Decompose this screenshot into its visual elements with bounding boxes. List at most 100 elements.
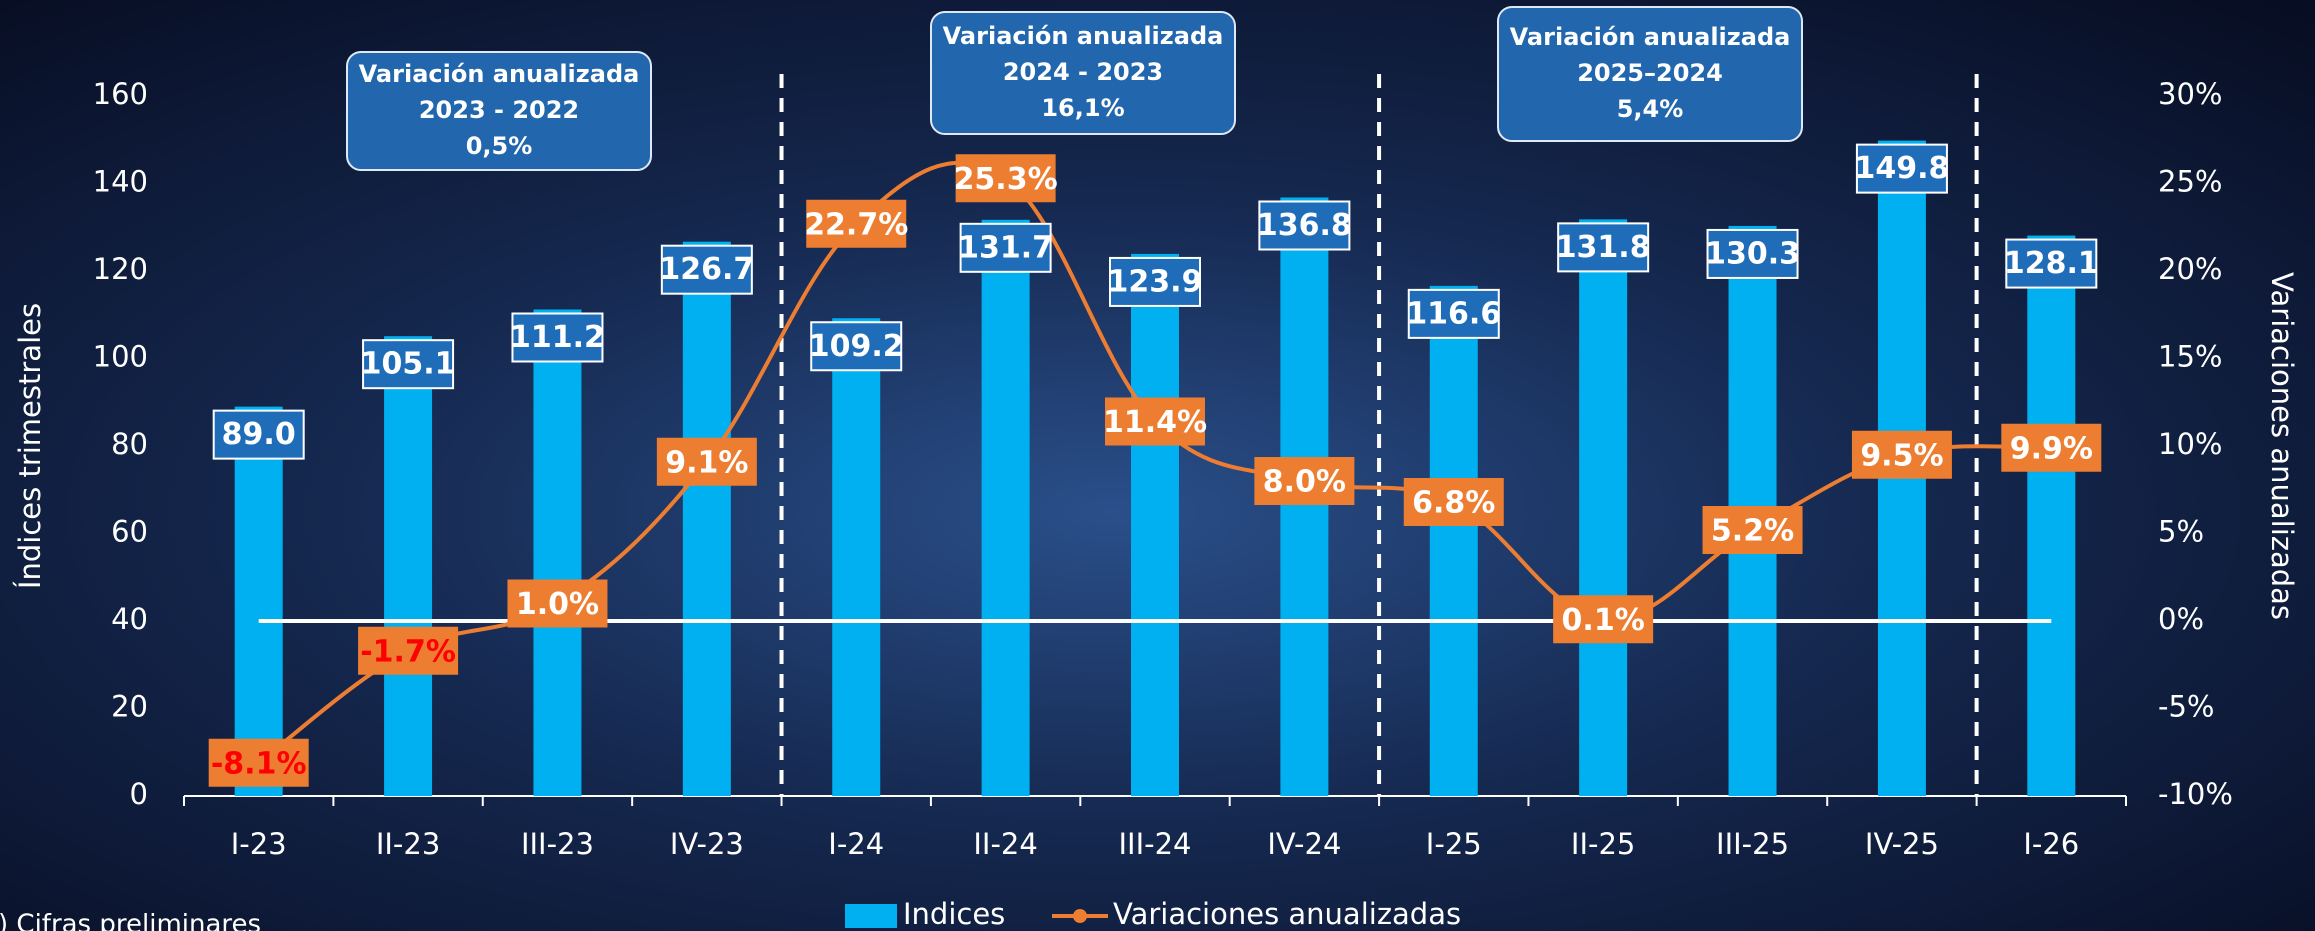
line-value-label: 9.5% [1860, 438, 1943, 473]
y2-tick-label: -10% [2158, 777, 2233, 811]
line-value-label-group: -1.7% [358, 627, 458, 675]
line-value-label: 11.4% [1103, 405, 1207, 440]
annotation: Variación anualizada 2023 - 2022 0,5% [347, 52, 651, 170]
bar-value-label-group: 126.7 [659, 246, 754, 294]
bar [832, 318, 880, 796]
bar-value-label-group: 116.6 [1406, 290, 1501, 338]
x-tick-label: III-24 [1118, 827, 1191, 861]
y2-tick-label: 15% [2158, 340, 2222, 374]
legend-label: Indices [903, 897, 1005, 931]
line-value-label-group: 0.1% [1553, 595, 1653, 643]
y2-axis-title: Variaciones anualizadas [2265, 272, 2299, 620]
line-value-label: 22.7% [804, 207, 908, 242]
bar-value-label: 126.7 [659, 252, 754, 287]
bar-value-label: 109.2 [809, 329, 904, 364]
y-tick-label: 160 [93, 77, 148, 111]
line-value-label-group: 1.0% [507, 580, 607, 628]
bar-value-label: 89.0 [222, 417, 296, 452]
line-value-label: 9.9% [2010, 431, 2093, 466]
y-tick-label: 140 [93, 165, 148, 199]
annotation-text: Variación anualizada [359, 60, 640, 88]
bar-value-label-group: 89.0 [214, 411, 304, 459]
y-tick-label: 80 [111, 427, 148, 461]
bar-value-label: 111.2 [510, 320, 605, 355]
bar-value-label-group: 149.8 [1854, 145, 1949, 193]
legend-swatch [845, 904, 897, 928]
bar [533, 310, 581, 797]
line-value-label-group: 5.2% [1703, 506, 1803, 554]
y-tick-label: 0 [130, 777, 148, 811]
bar-value-label: 136.8 [1257, 208, 1352, 243]
line-value-label-group: 9.5% [1852, 431, 1952, 479]
chart: Índices trimestrales Variaciones anualiz… [0, 0, 2315, 931]
line-value-label: -8.1% [211, 746, 307, 781]
legend-swatch [1073, 909, 1087, 923]
y2-tick-label: 10% [2158, 427, 2222, 461]
x-tick-label: IV-25 [1865, 827, 1939, 861]
bar-value-label-group: 105.1 [361, 340, 456, 388]
line-value-label: 25.3% [954, 162, 1058, 197]
legend-label: Variaciones anualizadas [1113, 897, 1461, 931]
bar [1430, 286, 1478, 796]
line-value-label-group: 9.9% [2001, 424, 2101, 472]
y-tick-label: 100 [93, 340, 148, 374]
annotation-text: 16,1% [1041, 94, 1124, 122]
bar-value-label: 130.3 [1705, 236, 1800, 271]
line-value-label: 5.2% [1711, 514, 1794, 549]
line-value-label: 1.0% [516, 587, 599, 622]
bar-value-label-group: 123.9 [1108, 258, 1203, 306]
annotation-text: 5,4% [1617, 95, 1684, 123]
x-tick-label: I-25 [1426, 827, 1482, 861]
x-tick-label: I-24 [828, 827, 884, 861]
x-tick-label: III-25 [1716, 827, 1789, 861]
bar [2027, 236, 2075, 796]
line-value-label-group: 22.7% [804, 200, 908, 248]
line-value-label: 8.0% [1263, 465, 1346, 500]
line-value-label-group: 25.3% [954, 154, 1058, 202]
bar-value-label-group: 130.3 [1705, 230, 1800, 278]
bar [683, 242, 731, 796]
y-tick-label: 20 [111, 690, 148, 724]
line-value-label-group: 11.4% [1103, 398, 1207, 446]
bar-value-label: 128.1 [2004, 246, 2099, 281]
y2-tick-label: -5% [2158, 690, 2214, 724]
y2-tick-label: 25% [2158, 165, 2222, 199]
y2-tick-label: 5% [2158, 515, 2204, 549]
annotation-text: 2023 - 2022 [419, 96, 579, 124]
footnote: ) Cifras preliminares [0, 910, 261, 931]
bar-value-label: 105.1 [361, 347, 456, 382]
y-axis-title: Índices trimestrales [13, 303, 47, 589]
x-tick-label: II-25 [1571, 827, 1635, 861]
bar-value-label: 123.9 [1108, 264, 1203, 299]
x-tick-label: I-23 [231, 827, 287, 861]
bar-value-label-group: 109.2 [809, 322, 904, 370]
bar-value-label: 149.8 [1854, 151, 1949, 186]
line-value-label-group: 6.8% [1404, 478, 1504, 526]
annotation-text: 0,5% [466, 132, 533, 160]
line-value-label-group: 9.1% [657, 438, 757, 486]
y-tick-label: 40 [111, 602, 148, 636]
bar-value-label-group: 111.2 [510, 314, 605, 362]
y2-tick-label: 20% [2158, 252, 2222, 286]
bar [1131, 254, 1179, 796]
bar [384, 336, 432, 796]
annotation-text: Variación anualizada [943, 22, 1224, 50]
bar [982, 220, 1030, 796]
bar-value-label: 131.8 [1556, 230, 1651, 265]
line-value-label: 0.1% [1562, 603, 1645, 638]
bar-value-label-group: 131.7 [958, 224, 1053, 272]
line-value-label: -1.7% [360, 634, 456, 669]
x-tick-label: II-24 [973, 827, 1037, 861]
bar [1579, 219, 1627, 796]
line-value-label: 9.1% [665, 445, 748, 480]
y-tick-label: 60 [111, 515, 148, 549]
y2-tick-label: 30% [2158, 77, 2222, 111]
annotation-text: Variación anualizada [1510, 23, 1791, 51]
y-tick-label: 120 [93, 252, 148, 286]
x-tick-label: I-26 [2023, 827, 2079, 861]
x-tick-label: IV-23 [670, 827, 744, 861]
y2-tick-label: 0% [2158, 602, 2204, 636]
line-value-label-group: 8.0% [1254, 457, 1354, 505]
